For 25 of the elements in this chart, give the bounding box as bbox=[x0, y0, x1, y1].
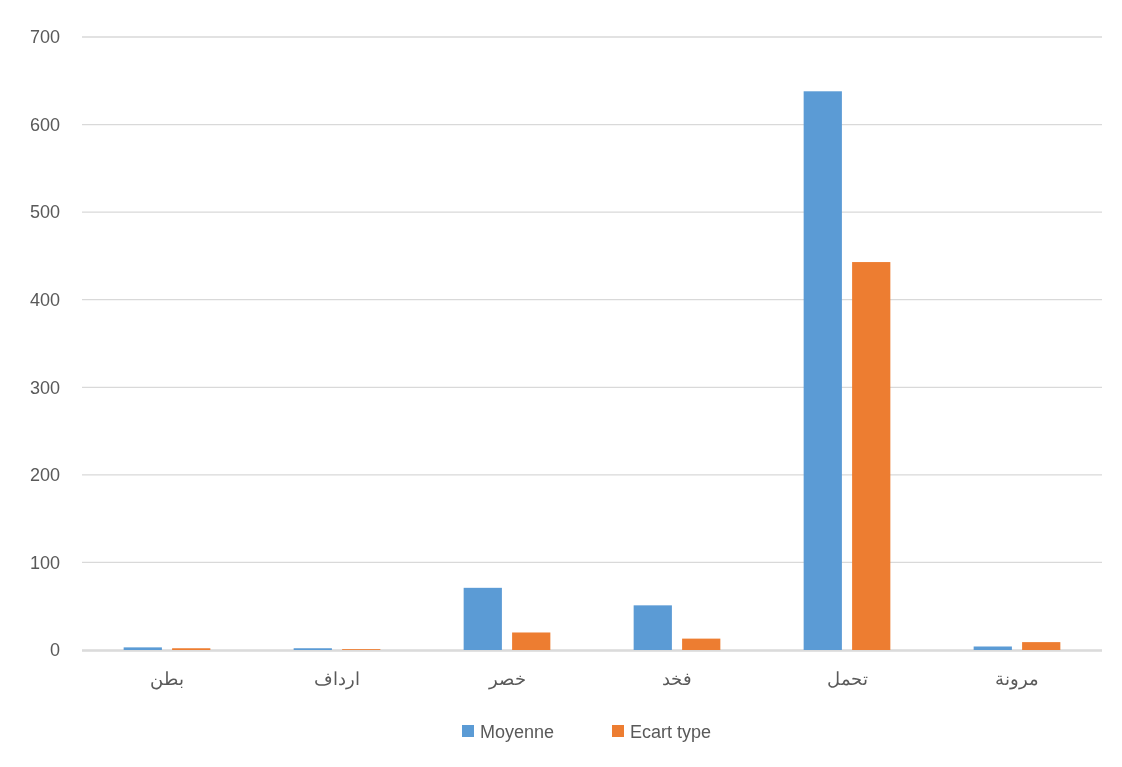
y-tick-label: 500 bbox=[29, 202, 60, 223]
x-tick-label: بطن bbox=[150, 669, 184, 690]
y-tick-label: 600 bbox=[29, 114, 60, 135]
bar bbox=[803, 91, 842, 650]
y-tick-label: 0 bbox=[49, 640, 60, 661]
bar bbox=[463, 587, 502, 650]
bar bbox=[123, 647, 162, 650]
y-tick-label: 400 bbox=[29, 290, 60, 311]
x-tick-label: فخد bbox=[662, 669, 692, 689]
bar bbox=[633, 605, 672, 650]
bar bbox=[682, 638, 721, 650]
y-tick-label: 100 bbox=[29, 552, 60, 573]
x-tick-label: مرونة bbox=[995, 669, 1039, 690]
bar bbox=[512, 632, 551, 650]
bar bbox=[973, 646, 1012, 650]
y-tick-label: 200 bbox=[29, 465, 60, 486]
x-tick-label: خصر bbox=[487, 669, 526, 690]
x-tick-label: تحمل bbox=[826, 669, 868, 689]
legend-label: Ecart type bbox=[630, 722, 712, 743]
y-tick-label: 300 bbox=[29, 377, 60, 398]
bar bbox=[1022, 642, 1061, 650]
legend-label: Moyenne bbox=[480, 722, 555, 743]
y-tick-label: 700 bbox=[29, 27, 60, 48]
x-tick-label: ارداف bbox=[314, 669, 360, 690]
bar bbox=[852, 262, 891, 650]
